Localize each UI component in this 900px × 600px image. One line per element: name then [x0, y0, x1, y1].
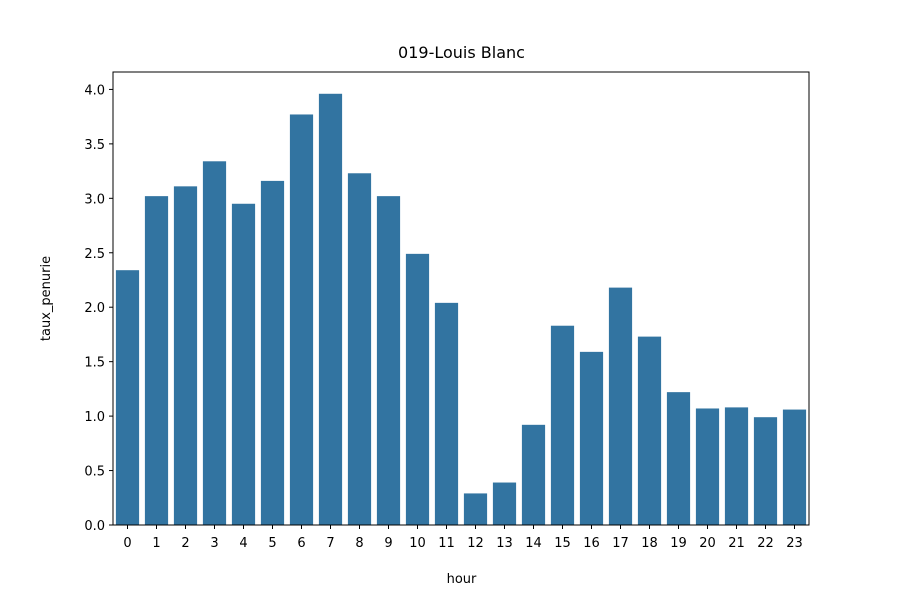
bar-hour-14	[521, 424, 546, 525]
x-tick-label: 11	[438, 536, 455, 551]
bar-hour-17	[608, 287, 633, 525]
y-tick-label: 4.0	[84, 83, 105, 98]
y-tick-label: 3.0	[84, 192, 105, 207]
bar-hour-8	[347, 173, 372, 525]
bar-hour-11	[434, 302, 459, 525]
bar-hour-20	[695, 408, 720, 525]
bar-hour-15	[550, 325, 575, 525]
x-tick-label: 8	[355, 536, 363, 551]
bar-hour-18	[637, 336, 662, 525]
y-tick-label: 2.5	[84, 247, 105, 262]
y-tick-label: 0.5	[84, 465, 105, 480]
x-tick-label: 12	[467, 536, 484, 551]
x-tick-label: 1	[152, 536, 160, 551]
y-tick-label: 1.5	[84, 356, 105, 371]
plot-frame	[112, 71, 810, 526]
x-tick-label: 22	[757, 536, 774, 551]
x-tick-label: 13	[496, 536, 513, 551]
bar-hour-9	[376, 196, 401, 526]
x-tick-label: 7	[326, 536, 334, 551]
bar-hour-6	[289, 114, 314, 525]
y-tick-label: 2.0	[84, 301, 105, 316]
x-tick-label: 5	[268, 536, 276, 551]
y-axis-label: taux_penurie	[39, 256, 54, 341]
x-tick-label: 17	[612, 536, 629, 551]
x-tick-label: 18	[641, 536, 658, 551]
x-tick-label: 2	[181, 536, 189, 551]
y-tick-label: 0.0	[84, 519, 105, 534]
bar-hour-23	[782, 409, 807, 525]
bar-hour-12	[463, 493, 488, 525]
x-tick-label: 9	[384, 536, 392, 551]
x-tick-label: 14	[525, 536, 542, 551]
x-tick-label: 3	[210, 536, 218, 551]
x-tick-label: 21	[728, 536, 745, 551]
x-axis: 0 1 2 3 4 5 6 7 8 9 10 11 12 13 14 15 16 17 18 19 20 21 22 23	[123, 525, 803, 551]
x-tick-label: 0	[123, 536, 131, 551]
bar-hour-10	[405, 253, 430, 525]
x-tick-label: 20	[699, 536, 716, 551]
bar-hour-16	[579, 351, 604, 525]
x-tick-label: 4	[239, 536, 247, 551]
bar-hour-22	[753, 417, 778, 525]
y-tick-label: 3.5	[84, 138, 105, 153]
y-tick-label: 1.0	[84, 410, 105, 425]
bar-hour-0	[115, 270, 140, 525]
bar-hour-4	[231, 203, 256, 525]
chart-title: 019-Louis Blanc	[398, 43, 525, 62]
x-tick-label: 19	[670, 536, 687, 551]
x-tick-label: 6	[297, 536, 305, 551]
y-axis: 0.0 0.5 1.0 1.5 2.0 2.5 3.0 3.5 4.0	[84, 83, 113, 534]
x-axis-label: hour	[447, 572, 477, 587]
x-tick-label: 10	[409, 536, 426, 551]
x-tick-label: 15	[554, 536, 571, 551]
bar-hour-3	[202, 161, 227, 525]
bars-group	[115, 93, 807, 526]
bar-hour-19	[666, 392, 691, 525]
bar-hour-5	[260, 180, 285, 525]
bar-hour-2	[173, 186, 198, 526]
bar-hour-1	[144, 196, 169, 526]
bar-hour-13	[492, 482, 517, 525]
x-tick-label: 23	[786, 536, 803, 551]
bar-hour-7	[318, 93, 343, 526]
x-tick-label: 16	[583, 536, 600, 551]
bar-hour-21	[724, 407, 749, 525]
